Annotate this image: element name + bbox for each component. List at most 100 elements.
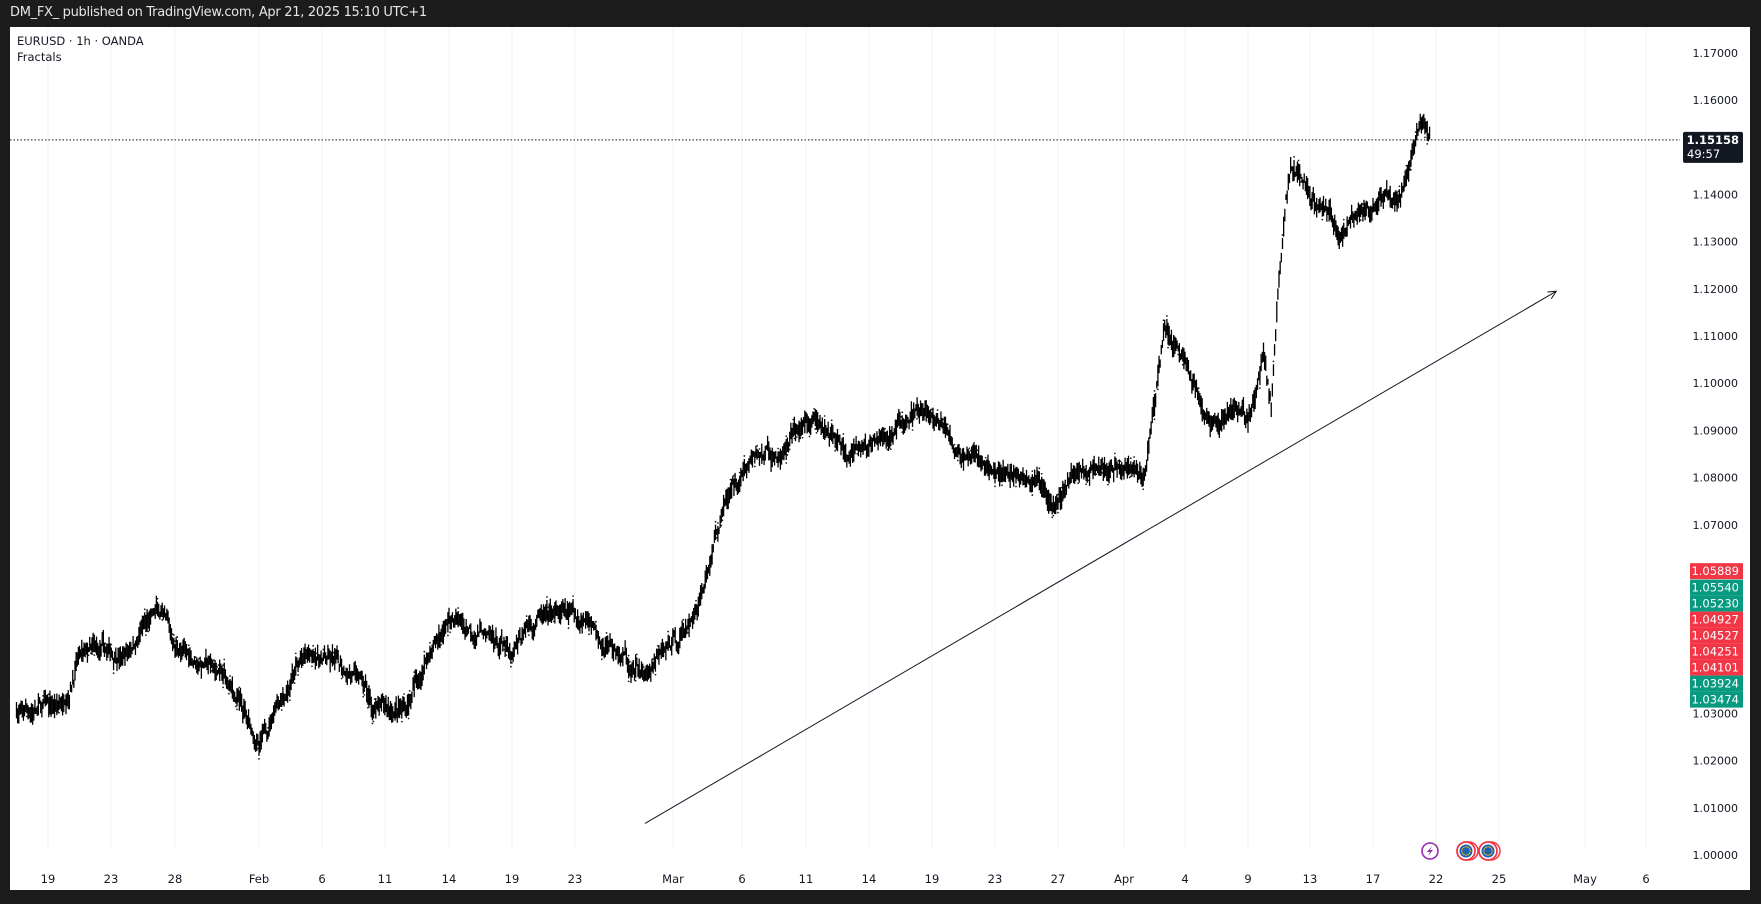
fractal-down-marker: [503, 648, 505, 651]
fractal-up-marker: [332, 651, 335, 654]
eu-flag-star: [1483, 848, 1486, 850]
fractal-up-marker: [110, 643, 113, 646]
x-tick-label: 19: [925, 872, 940, 886]
eu-flag-star: [1461, 848, 1464, 850]
indicator-label[interactable]: Fractals: [17, 50, 62, 64]
fractal-down-marker: [289, 699, 291, 702]
fractal-down-marker: [856, 452, 859, 455]
x-tick-label: 23: [104, 872, 119, 886]
eu-flag-star: [1487, 846, 1489, 848]
fractal-up-marker: [174, 640, 176, 643]
fractal-up-marker: [729, 478, 732, 481]
price-label-value: 1.05540: [1691, 581, 1739, 595]
fractal-up-marker: [1133, 456, 1136, 458]
y-tick-label: 1.10000: [1693, 377, 1739, 390]
fractal-down-marker: [994, 485, 996, 488]
fractal-up-marker: [830, 419, 833, 422]
fractal-down-marker: [886, 448, 889, 451]
fractal-down-marker: [1156, 388, 1159, 391]
fractal-down-marker: [1259, 387, 1261, 389]
fractal-up-marker: [901, 411, 904, 414]
fractal-up-marker: [743, 455, 746, 457]
fractal-down-marker: [788, 448, 791, 451]
symbol-label[interactable]: EURUSD · 1h · OANDA: [17, 34, 144, 48]
y-tick-label: 1.03000: [1693, 707, 1739, 720]
fractal-down-marker: [634, 679, 637, 682]
fractal-up-marker: [946, 423, 949, 426]
fractal-up-marker: [216, 665, 219, 668]
x-tick-label: 23: [988, 872, 1003, 886]
fractal-down-marker: [236, 708, 238, 711]
fractal-down-marker: [210, 670, 213, 672]
price-label-badge: [1690, 627, 1743, 644]
eu-flag-star: [1490, 852, 1493, 854]
fractal-down-marker: [227, 692, 230, 695]
chart-panel[interactable]: 1.00000 1.01000 1.02000 1.03000 1.07000 1.080…: [10, 27, 1750, 890]
fractal-up-marker: [198, 657, 200, 660]
fractal-down-marker: [280, 709, 283, 711]
fractal-up-marker: [605, 632, 608, 634]
eu-flag-star: [1483, 850, 1485, 852]
fractal-up-marker: [1414, 131, 1417, 133]
eu-flag-star: [1485, 853, 1487, 856]
x-tick-label: Mar: [662, 872, 684, 886]
fractal-up-marker: [976, 449, 979, 452]
fractal-down-marker: [511, 662, 513, 664]
price-label-value: 1.05230: [1691, 597, 1739, 611]
fractal-down-marker: [720, 524, 723, 527]
fractal-down-marker: [801, 436, 804, 439]
fractal-up-marker: [457, 607, 460, 609]
fractal-up-marker: [1129, 457, 1132, 460]
fractal-down-marker: [112, 672, 115, 675]
fractal-up-marker: [229, 675, 231, 677]
fractal-down-marker: [1167, 346, 1169, 349]
trendline: [644, 290, 1557, 824]
fractal-down-marker: [1015, 485, 1017, 488]
bar-countdown: 49:57: [1687, 147, 1720, 161]
fractal-down-marker: [808, 435, 811, 438]
fractal-down-marker: [552, 620, 555, 623]
fractal-down-marker: [93, 654, 96, 657]
fractal-up-marker: [627, 654, 630, 657]
fractal-down-marker: [600, 658, 603, 661]
price-label-value: 1.03924: [1691, 677, 1739, 691]
fractal-up-marker: [1057, 493, 1059, 496]
eu-flag-star: [1463, 853, 1465, 856]
x-tick-label: 25: [1492, 872, 1507, 886]
fractal-down-marker: [89, 652, 92, 655]
price-chart[interactable]: 1.00000 1.01000 1.02000 1.03000 1.07000 1.080…: [10, 27, 1750, 890]
x-tick-label: 6: [738, 872, 745, 886]
fractal-down-marker: [1424, 136, 1426, 139]
x-tick-label: 6: [1642, 872, 1649, 886]
fractal-up-marker: [267, 727, 269, 729]
fractal-down-marker: [889, 448, 892, 451]
x-tick-label: 27: [1051, 872, 1066, 886]
x-tick-label: 13: [1303, 872, 1318, 886]
eu-flag-star: [1468, 848, 1471, 850]
x-tick-label: 11: [799, 872, 814, 886]
x-tick-label: 4: [1181, 872, 1188, 886]
fractal-down-marker: [1101, 471, 1104, 474]
fractal-up-marker: [1342, 218, 1345, 221]
fractal-up-marker: [667, 630, 670, 633]
fractal-up-marker: [1162, 319, 1165, 322]
fractal-down-marker: [297, 674, 299, 676]
fractal-up-marker: [222, 664, 225, 667]
fractal-down-marker: [234, 705, 237, 708]
y-tick-label: 1.00000: [1693, 849, 1739, 862]
fractal-down-marker: [1087, 479, 1090, 482]
fractal-down-marker: [715, 537, 718, 539]
fractal-up-marker: [408, 690, 411, 692]
fractal-up-marker: [733, 474, 735, 477]
x-tick-label: 17: [1366, 872, 1381, 886]
fractal-up-marker: [42, 694, 44, 697]
fractal-down-marker: [901, 431, 904, 434]
fractal-up-marker: [194, 656, 197, 659]
fractal-up-marker: [525, 615, 528, 617]
eu-flag-star: [1468, 852, 1471, 854]
y-tick-label: 1.12000: [1693, 283, 1739, 296]
fractal-down-marker: [509, 665, 512, 668]
fractal-down-marker: [58, 711, 61, 714]
fractal-up-marker: [813, 407, 816, 410]
eu-flag-field: [1481, 844, 1495, 858]
